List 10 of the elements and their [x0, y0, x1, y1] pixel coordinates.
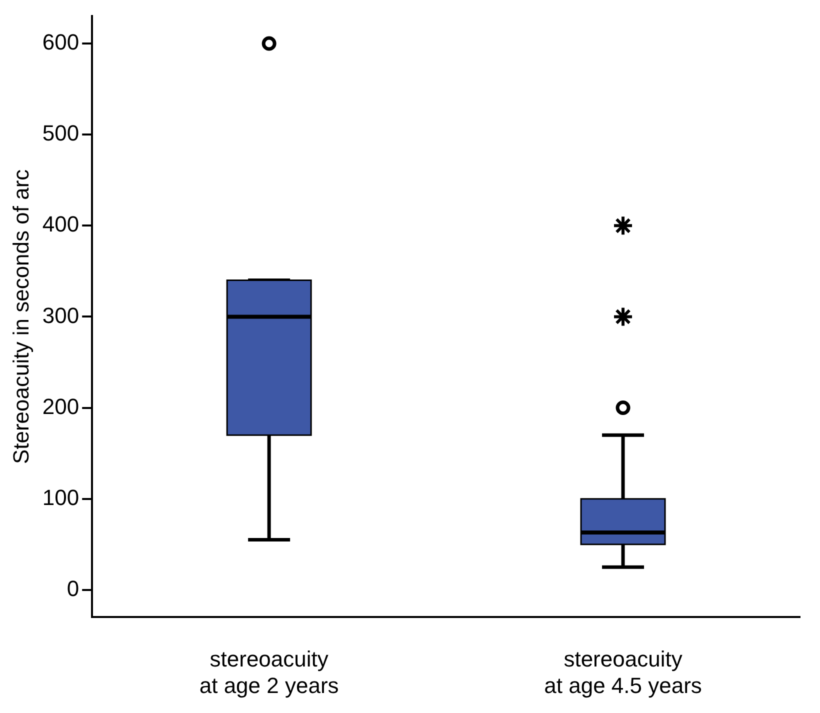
y-tick-label: 0	[66, 576, 80, 601]
y-tick-label: 500	[42, 120, 80, 146]
y-tick-label: 200	[42, 394, 80, 419]
x-tick-label: stereoacuity at age 2 years	[199, 646, 339, 698]
y-tick-label: 400	[42, 212, 80, 237]
y-tick-label: 300	[42, 302, 80, 328]
y-axis-title: Stereoacuity in seconds of arc	[8, 169, 34, 464]
y-tick-label: 100	[42, 484, 80, 510]
x-tick-label: stereoacuity at age 4.5 years	[544, 646, 702, 698]
y-tick-label: 600	[42, 30, 80, 55]
